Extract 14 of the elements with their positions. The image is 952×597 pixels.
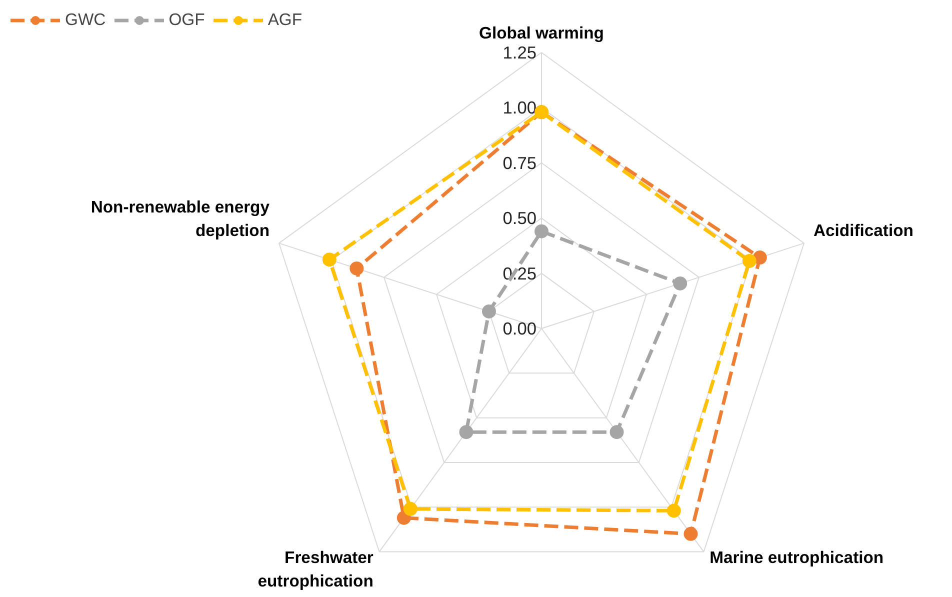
spoke-label: Non-renewable energy depletion — [90, 197, 270, 240]
y-tick-label: 0.50 — [502, 208, 537, 228]
y-tick-label: 1.25 — [502, 42, 537, 62]
legend-label: GWC — [65, 10, 106, 30]
y-tick-label: 0.25 — [502, 263, 537, 284]
legend-label: AGF — [268, 10, 302, 30]
spoke-label: Marine eutrophication — [710, 548, 884, 567]
y-tick-label: 1.00 — [502, 98, 537, 118]
y-tick-label: 0.00 — [502, 318, 537, 338]
spoke-label: Acidification — [814, 221, 914, 240]
legend-label: OGF — [168, 10, 205, 30]
spoke-label: Global warming — [479, 24, 604, 42]
spoke-label: Freshwater eutrophication — [258, 548, 374, 591]
y-tick-label: 0.75 — [502, 152, 537, 173]
